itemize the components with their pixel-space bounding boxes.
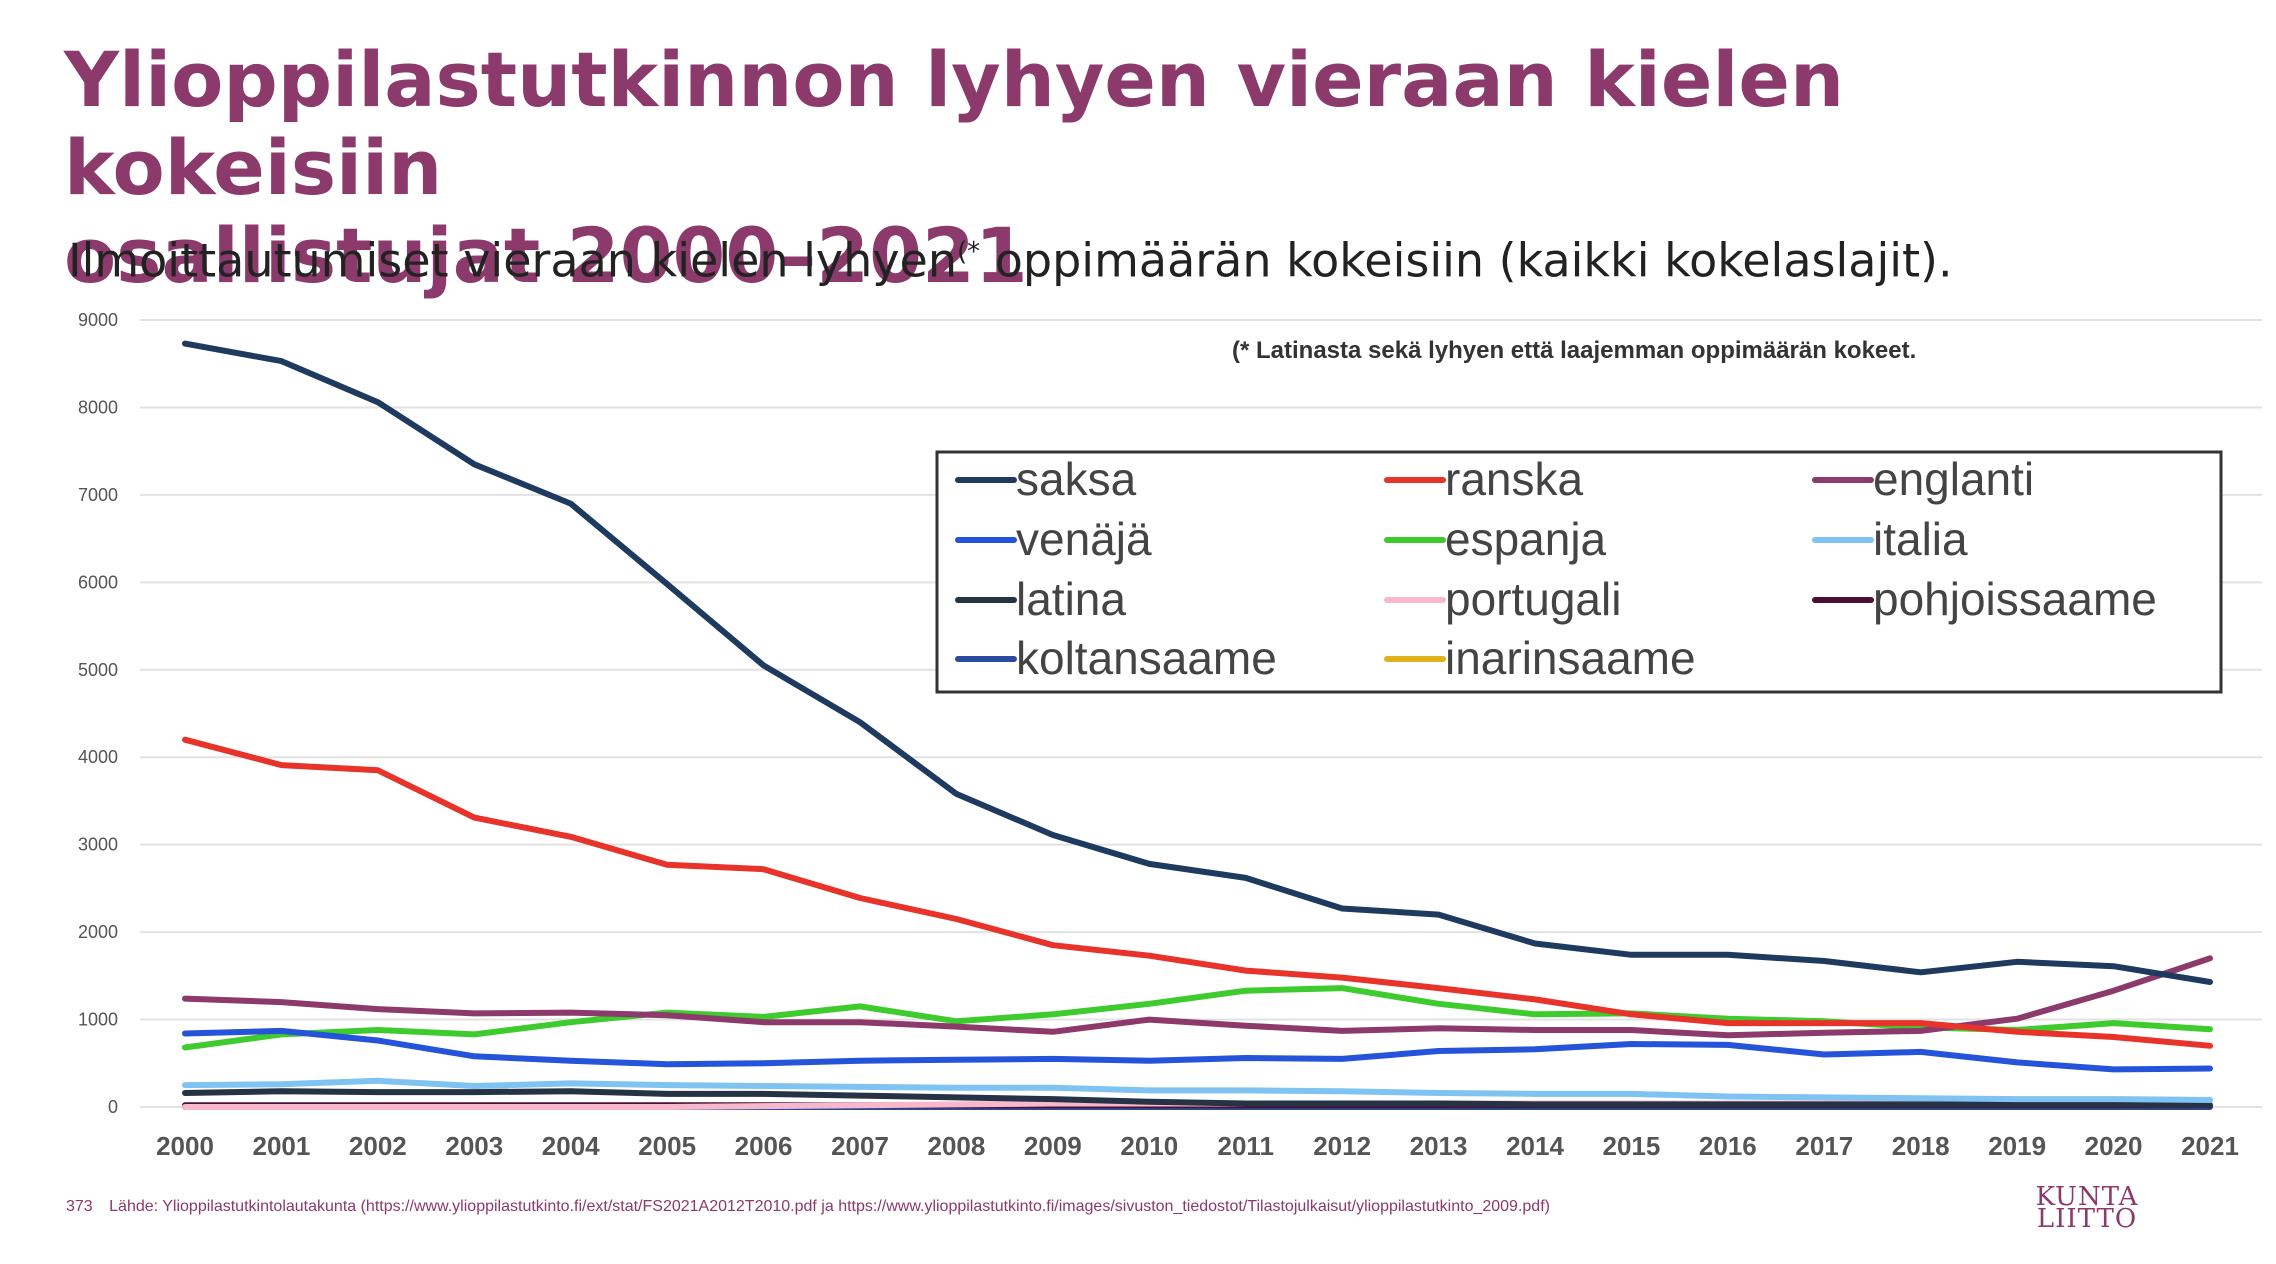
x-tick-label-2001: 2001 <box>253 1131 311 1161</box>
logo-line-2: LIITTO <box>2036 1204 2138 1234</box>
y-tick-label-2000: 2000 <box>78 922 118 942</box>
x-tick-label-2018: 2018 <box>1892 1131 1950 1161</box>
series-line-venäjä <box>182 1027 2213 1073</box>
legend-box <box>935 450 2223 694</box>
legend-label-venäjä: venäjä <box>1016 513 1152 565</box>
series-line-latina <box>182 1088 2213 1109</box>
x-tick-label-2005: 2005 <box>638 1131 696 1161</box>
slide-title: Ylioppilastutkinnon lyhyen vieraan kiele… <box>64 36 2244 300</box>
x-tick-label-2020: 2020 <box>2085 1131 2143 1161</box>
legend-label-portugali: portugali <box>1445 573 1621 625</box>
x-tick-label-2000: 2000 <box>156 1131 214 1161</box>
y-tick-label-3000: 3000 <box>78 835 118 855</box>
x-tick-label-2015: 2015 <box>1603 1131 1661 1161</box>
series-line-espanja <box>182 985 2213 1051</box>
source-text: Lähde: Ylioppilastutkintolautakunta (htt… <box>109 1198 1550 1215</box>
y-tick-label-7000: 7000 <box>78 485 118 505</box>
y-tick-label-5000: 5000 <box>78 660 118 680</box>
x-tick-label-2017: 2017 <box>1795 1131 1853 1161</box>
series-line-ranska <box>182 736 2213 1049</box>
series-line-saksa <box>182 340 2213 985</box>
kuntaliitto-logo: KUNTA LIITTO <box>2022 1182 2152 1234</box>
legend-label-espanja: espanja <box>1445 513 1607 565</box>
y-tick-label-6000: 6000 <box>78 572 118 592</box>
x-tick-label-2010: 2010 <box>1120 1131 1178 1161</box>
x-tick-label-2016: 2016 <box>1699 1131 1757 1161</box>
series-line-englanti <box>182 955 2213 1039</box>
x-tick-label-2021: 2021 <box>2181 1131 2239 1161</box>
legend-label-koltansaame: koltansaame <box>1016 632 1277 684</box>
x-tick-label-2012: 2012 <box>1313 1131 1371 1161</box>
source-footer: 373 Lähde: Ylioppilastutkintolautakunta … <box>66 1198 1550 1216</box>
x-tick-label-2002: 2002 <box>349 1131 407 1161</box>
chart-annotation: (* Latinasta sekä lyhyen että laajemman … <box>1232 337 1916 364</box>
legend-label-pohjoissaame: pohjoissaame <box>1873 573 2157 625</box>
slide-title-line-2: osallistujat 2000–2021 <box>64 211 1028 300</box>
subtitle-text-end: oppimäärän kokeisiin (kaikki kokelaslaji… <box>980 233 1953 288</box>
legend-label-latina: latina <box>1016 573 1126 625</box>
subtitle-text: Ilmoittautumiset vieraan kielen lyhyen <box>68 233 957 288</box>
x-tick-label-2019: 2019 <box>1988 1131 2046 1161</box>
slide-title-line-1: Ylioppilastutkinnon lyhyen vieraan kiele… <box>64 35 1845 212</box>
legend-label-italia: italia <box>1873 513 1968 565</box>
y-tick-label-0: 0 <box>108 1097 118 1117</box>
legend-label-saksa: saksa <box>1016 453 1137 505</box>
x-tick-label-2004: 2004 <box>542 1131 600 1161</box>
y-tick-label-4000: 4000 <box>78 747 118 767</box>
x-tick-label-2008: 2008 <box>928 1131 986 1161</box>
x-tick-label-2006: 2006 <box>735 1131 793 1161</box>
legend-label-inarinsaame: inarinsaame <box>1445 632 1696 684</box>
slide-subtitle: Ilmoittautumiset vieraan kielen lyhyen(*… <box>68 222 2248 290</box>
x-tick-label-2007: 2007 <box>831 1131 889 1161</box>
x-tick-label-2009: 2009 <box>1024 1131 1082 1161</box>
subtitle-footnote-marker: (* <box>956 237 981 267</box>
y-tick-label-9000: 9000 <box>78 310 118 330</box>
page-number: 373 <box>66 1198 93 1215</box>
x-tick-label-2013: 2013 <box>1410 1131 1468 1161</box>
x-tick-label-2014: 2014 <box>1506 1131 1564 1161</box>
x-tick-label-2011: 2011 <box>1218 1131 1274 1161</box>
x-tick-label-2003: 2003 <box>445 1131 503 1161</box>
logo-line-1: KUNTA <box>2035 1182 2139 1212</box>
legend-label-englanti: englanti <box>1873 453 2034 505</box>
legend-label-ranska: ranska <box>1445 453 1583 505</box>
series-line-italia <box>182 1077 2213 1103</box>
y-tick-label-1000: 1000 <box>78 1010 118 1030</box>
y-tick-label-8000: 8000 <box>78 397 118 417</box>
